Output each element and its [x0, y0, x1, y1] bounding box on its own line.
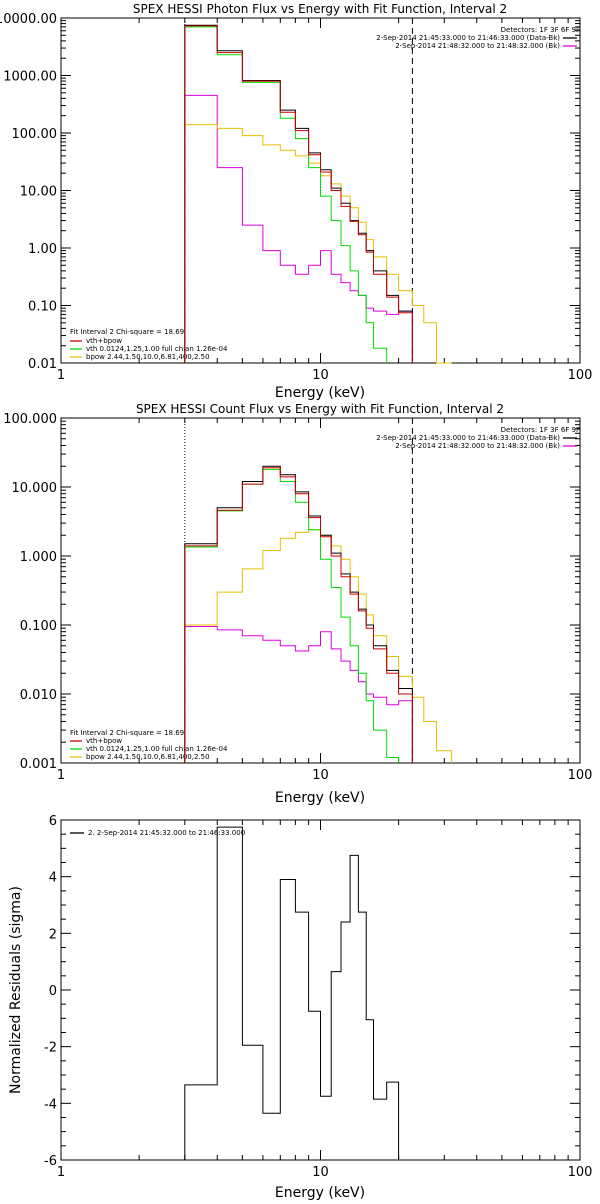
y-tick-label: 10.000: [12, 481, 58, 496]
series-bpow: [184, 124, 452, 364]
panel-1-legend-detectors: Detectors: 1F 3F 6F 9F: [501, 26, 580, 34]
x-tick-label: 1: [57, 368, 65, 383]
panel-2-title: SPEX HESSI Count Flux vs Energy with Fit…: [136, 402, 504, 416]
panel-3-ylabel: Normalized Residuals (sigma): [8, 886, 24, 1094]
y-tick-label: 1.000: [20, 550, 57, 565]
panel-3-legend: 2. 2-Sep-2014 21:45:32.000 to 21:46:33.0…: [88, 829, 245, 837]
y-tick-label: 0.01: [28, 357, 57, 372]
y-tick-label: 100.00: [12, 127, 58, 142]
x-tick-label: 10: [312, 1165, 329, 1180]
photon-flux-panel: SPEX HESSI Photon Flux vs Energy with Fi…: [0, 2, 592, 401]
y-tick-label: 4: [49, 871, 57, 886]
y-tick-label: 0.010: [20, 688, 57, 703]
series-total: [184, 25, 413, 363]
y-tick-label: 10000.00: [0, 12, 57, 27]
series-data: [184, 24, 413, 363]
plot-frame: [60, 819, 581, 1161]
panel-1-xlabel: Energy (keV): [275, 385, 365, 401]
y-tick-label: -2: [44, 1041, 57, 1056]
y-tick-label: 6: [49, 814, 57, 829]
panel-2-legend-total: vth+bpow: [86, 737, 122, 745]
residuals-panel: Energy (keV) Normalized Residuals (sigma…: [8, 814, 593, 1201]
x-tick-label: 100: [568, 368, 593, 383]
panel-1-legend-fit: Fit Interval 2 Chi-square = 18.69: [70, 328, 184, 336]
series-bkg: [184, 94, 413, 363]
x-tick-label: 100: [568, 1165, 593, 1180]
y-tick-label: 1.00: [28, 242, 57, 257]
plot-frame: [60, 417, 581, 764]
y-tick-label: 0.001: [20, 757, 57, 772]
series-vth: [184, 26, 388, 363]
series-total: [184, 467, 413, 763]
panel-3-xlabel: Energy (keV): [275, 1185, 365, 1200]
panel-1-title: SPEX HESSI Photon Flux vs Energy with Fi…: [133, 2, 507, 16]
y-tick-label: 0.10: [28, 300, 57, 315]
panel-2-legend-data-label: 2-Sep-2014 21:45:33.000 to 21:46:33.000 …: [376, 434, 560, 442]
x-tick-label: 100: [568, 768, 593, 783]
panel-2-legend-vth: vth 0.0124,1.25,1.00 full chian 1.26e-04: [86, 745, 228, 753]
panel-1-legend-vth: vth 0.0124,1.25,1.00 full chian 1.26e-04: [86, 345, 228, 353]
panel-2-legend-bpow: bpow 2.44,1.50,10.0,6.81,400,2.50: [86, 753, 210, 761]
panel-1-legend-bk-label: 2-Sep-2014 21:48:32.000 to 21:48:32.000 …: [395, 42, 560, 50]
y-tick-label: 10.00: [20, 185, 57, 200]
panel-2-xlabel: Energy (keV): [275, 790, 365, 806]
series-data: [184, 826, 400, 1160]
y-tick-label: 0: [49, 984, 57, 999]
x-tick-label: 1: [57, 1165, 65, 1180]
x-tick-label: 10: [312, 768, 329, 783]
panel-1-legend-data-label: 2-Sep-2014 21:45:33.000 to 21:46:33.000 …: [376, 34, 560, 42]
y-tick-label: -6: [44, 1154, 57, 1169]
panel-2-legend-detectors: Detectors: 1F 3F 6F 9F: [501, 426, 580, 434]
y-tick-label: 1000.00: [3, 70, 57, 85]
panel-2-legend-fit: Fit Interval 2 Chi-square = 18.69: [70, 729, 184, 737]
panel-1-legend-total: vth+bpow: [86, 337, 122, 345]
x-tick-label: 10: [312, 368, 329, 383]
panel-2-legend-bk-label: 2-Sep-2014 21:48:32.000 to 21:48:32.000 …: [395, 442, 560, 450]
y-tick-label: 100.000: [3, 412, 57, 427]
series-bkg: [184, 626, 413, 763]
panel-1-legend-bpow: bpow 2.44,1.50,10.0,6.81,400,2.50: [86, 353, 210, 361]
y-tick-label: 2: [49, 927, 57, 942]
y-tick-label: 0.100: [20, 619, 57, 634]
series-bpow: [184, 529, 453, 763]
y-tick-label: -4: [44, 1097, 57, 1112]
count-flux-panel: SPEX HESSI Count Flux vs Energy with Fit…: [3, 402, 592, 806]
x-tick-label: 1: [57, 768, 65, 783]
